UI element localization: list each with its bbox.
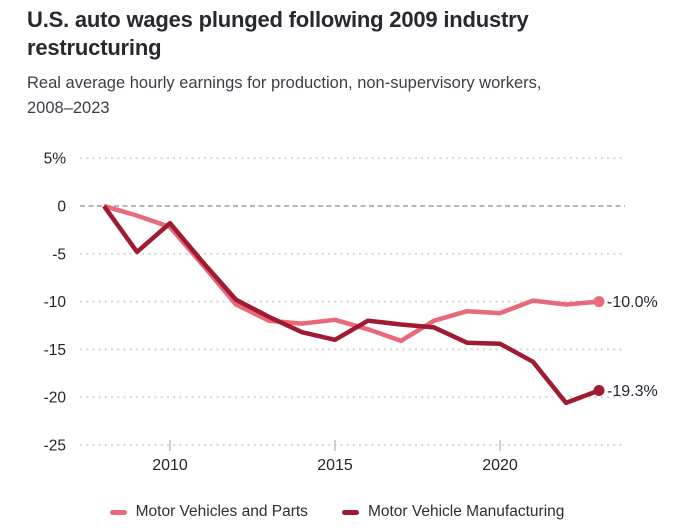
legend-label-motor-vehicle-manufacturing: Motor Vehicle Manufacturing xyxy=(367,503,565,520)
x-tick-label: 2015 xyxy=(317,457,353,474)
series-line xyxy=(102,204,600,406)
legend-label-motor-vehicles-and-parts: Motor Vehicles and Parts xyxy=(135,503,308,520)
legend-swatch-maroon xyxy=(341,509,359,515)
series-line xyxy=(103,203,600,344)
legend-swatch-pink xyxy=(109,509,127,515)
legend-item-motor-vehicles-and-parts: Motor Vehicles and Parts xyxy=(109,503,308,521)
y-tick-label: -20 xyxy=(44,390,67,407)
chart-title: U.S. auto wages plunged following 2009 i… xyxy=(27,7,529,60)
x-tick-label: 2010 xyxy=(152,457,188,474)
y-tick-label: -25 xyxy=(44,438,66,455)
chart-legend: Motor Vehicles and Parts Motor Vehicle M… xyxy=(0,499,674,525)
series-end-dot xyxy=(593,296,605,308)
legend-item-motor-vehicle-manufacturing: Motor Vehicle Manufacturing xyxy=(341,503,565,521)
y-tick-label: -10 xyxy=(44,294,67,311)
series-end-label: -19.3% xyxy=(607,383,658,400)
y-tick-label: -15 xyxy=(44,342,66,359)
x-tick-label: 2020 xyxy=(482,457,518,474)
y-tick-label: -5 xyxy=(52,246,66,263)
chart-header: U.S. auto wages plunged following 2009 i… xyxy=(27,6,667,121)
y-axis-labels: 5% 0 -5 -10 -15 -20 -25 xyxy=(44,151,67,455)
chart-subtitle: Real average hourly earnings for product… xyxy=(27,74,542,117)
y-tick-label: 0 xyxy=(57,199,66,216)
x-axis: 2010 2015 2020 xyxy=(152,440,518,474)
series-motor-vehicle-manufacturing: -19.3% xyxy=(102,204,658,406)
series-end-label: -10.0% xyxy=(607,294,658,311)
series-end-dot xyxy=(593,385,605,397)
y-tick-label: 5% xyxy=(44,151,67,168)
